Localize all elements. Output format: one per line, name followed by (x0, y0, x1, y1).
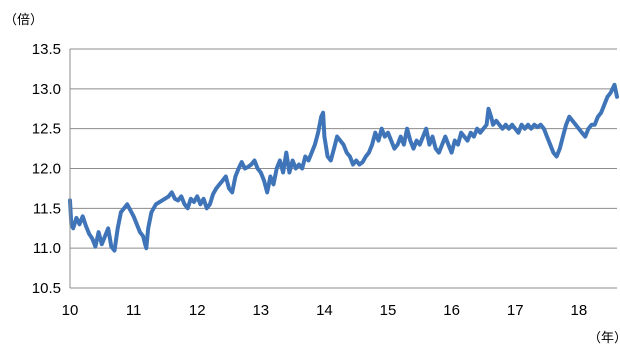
series-line (68, 82, 619, 253)
x-tick-label: 16 (443, 302, 460, 319)
y-axis-unit: （倍） (4, 13, 43, 28)
y-tick-label: 13.0 (32, 81, 61, 98)
gridlines (70, 48, 617, 289)
y-tick-label: 12.5 (32, 121, 61, 138)
y-tick-label: 13.5 (32, 41, 61, 58)
x-tick-label: 13 (252, 302, 269, 319)
y-tick-label: 10.5 (32, 280, 61, 297)
y-tick-label: 11.5 (33, 200, 61, 217)
y-tick-label: 12.0 (32, 161, 61, 178)
x-tick-label: 14 (316, 302, 333, 319)
y-tick-labels: 10.5 11.0 11.5 12.0 12.5 13.0 13.5 (32, 41, 61, 297)
x-tick-label: 11 (126, 302, 142, 319)
x-tick-label: 12 (189, 302, 206, 319)
x-tick-label: 10 (62, 302, 79, 319)
x-axis-unit: （年） (588, 331, 620, 345)
x-tick-labels: 10 11 12 13 14 15 16 17 18 (62, 302, 588, 319)
x-tick-label: 17 (507, 302, 524, 319)
x-tick-label: 18 (570, 302, 587, 319)
y-tick-label: 11.0 (33, 240, 61, 257)
x-tick-label: 15 (380, 302, 397, 319)
